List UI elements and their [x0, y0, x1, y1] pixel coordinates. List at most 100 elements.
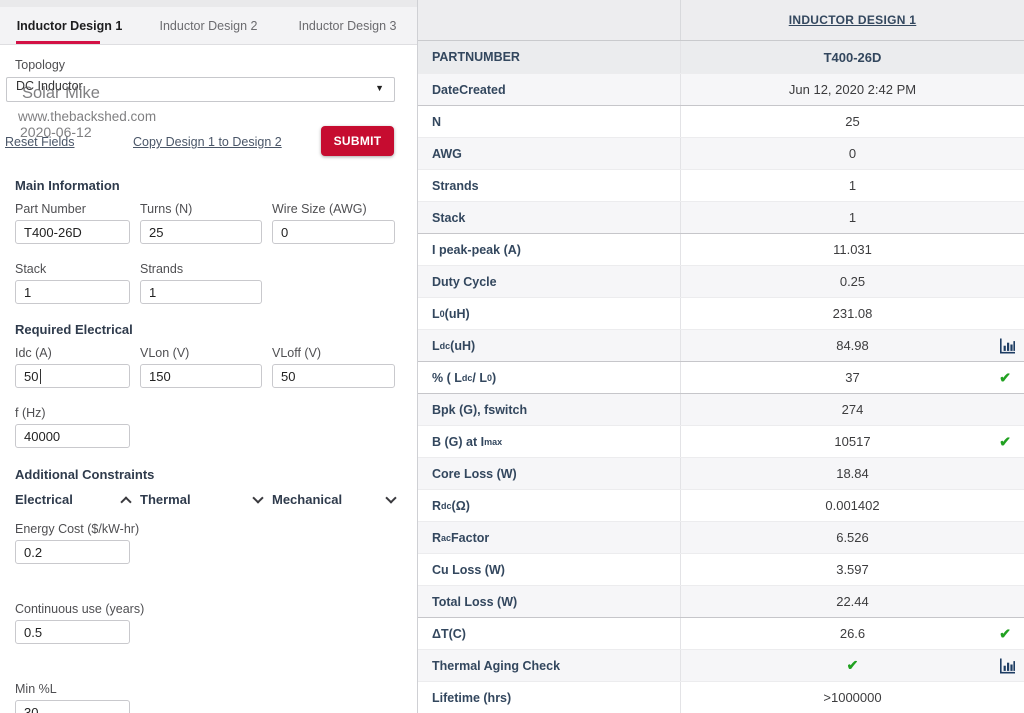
form-actions: Reset Fields Copy Design 1 to Design 2 S…	[5, 126, 394, 158]
dropdown-caret-icon: ▼	[375, 83, 384, 93]
turns-input[interactable]	[140, 220, 262, 244]
accordion-electrical-label: Electrical	[15, 492, 73, 507]
chevron-up-icon	[120, 495, 132, 508]
result-row-label: Total Loss (W)	[432, 594, 518, 609]
result-row-value-cell: 274	[680, 394, 1024, 425]
result-row-value: 26.6	[839, 626, 866, 641]
result-row-label: DateCreated	[432, 82, 506, 97]
vloff-label: VLoff (V)	[272, 346, 322, 360]
result-row-label: Cu Loss (W)	[432, 562, 505, 577]
result-row-value: 11.031	[833, 242, 872, 257]
result-row: Strands 1	[418, 169, 1024, 201]
vlon-input[interactable]	[140, 364, 262, 388]
field-energy-cost: Energy Cost ($/kW-hr)	[15, 522, 139, 564]
result-row-value-cell: 1	[680, 170, 1024, 201]
copy-design-link[interactable]: Copy Design 1 to Design 2	[133, 135, 282, 149]
result-row-value-cell: 3.597	[680, 554, 1024, 585]
frequency-input[interactable]	[15, 424, 130, 448]
result-row-value: T400-26D	[823, 49, 882, 65]
result-row-value: 37	[845, 370, 860, 385]
continuous-use-label: Continuous use (years)	[15, 602, 145, 616]
results-header-title-cell: INDUCTOR DESIGN 1	[680, 0, 1024, 40]
result-row-label: PARTNUMBER	[432, 50, 520, 64]
result-row-value: 1	[848, 178, 857, 193]
section-main-information: Main Information	[15, 178, 120, 193]
field-stack: Stack	[15, 262, 130, 304]
field-turns: Turns (N)	[140, 202, 262, 244]
result-row-value: 274	[841, 402, 864, 417]
result-row-value-cell: Jun 12, 2020 2:42 PM	[680, 74, 1024, 105]
tab-inductor-design-3[interactable]: Inductor Design 3	[278, 7, 417, 44]
result-row: Stack 1	[418, 201, 1024, 233]
energy-cost-input[interactable]	[15, 540, 130, 564]
idc-input[interactable]	[15, 364, 130, 388]
section-additional-constraints: Additional Constraints	[15, 467, 155, 482]
design-form: Topology DC Inductor ▼ Reset Fields Copy…	[0, 58, 417, 713]
result-row-value-cell: 1	[680, 202, 1024, 233]
bar-chart-icon[interactable]	[1000, 338, 1015, 353]
bar-chart-icon[interactable]	[1000, 658, 1015, 673]
field-part-number: Part Number	[15, 202, 130, 244]
result-row-label: AWG	[432, 146, 462, 161]
result-row-value: >1000000	[823, 690, 882, 705]
result-row-label: Stack	[432, 210, 466, 225]
result-row-value: 22.44	[836, 594, 869, 609]
check-icon: ✔	[846, 657, 859, 673]
chevron-down-icon	[252, 491, 264, 504]
accordion-mechanical[interactable]: Mechanical	[272, 491, 397, 507]
constraints-accordions: Electrical Thermal Mechanical	[15, 491, 397, 508]
tabs-top-strip	[0, 0, 417, 7]
accordion-mechanical-label: Mechanical	[272, 492, 343, 507]
result-row-value: 84.98	[836, 338, 869, 353]
topology-select[interactable]: DC Inductor ▼	[6, 77, 395, 102]
result-row-value-cell: 6.526	[680, 522, 1024, 553]
accordion-electrical[interactable]: Electrical	[15, 492, 132, 508]
result-row-value-cell: 22.44	[680, 586, 1024, 617]
result-row-label: Thermal Aging Check	[432, 658, 561, 673]
wire-size-input[interactable]	[272, 220, 395, 244]
stack-input[interactable]	[15, 280, 130, 304]
field-idc: Idc (A)	[15, 346, 130, 388]
accordion-thermal[interactable]: Thermal	[140, 491, 264, 507]
wire-size-label: Wire Size (AWG)	[272, 202, 367, 216]
result-row-value: 0	[848, 146, 857, 161]
result-row-label: ΔT(C)	[432, 626, 466, 641]
tab-label: Inductor Design 3	[298, 18, 397, 33]
result-row: Total Loss (W) 22.44	[418, 585, 1024, 617]
active-tab-underline	[16, 41, 100, 44]
continuous-use-input[interactable]	[15, 620, 130, 644]
inductor-design-1-header-link[interactable]: INDUCTOR DESIGN 1	[788, 13, 917, 27]
part-number-input[interactable]	[15, 220, 130, 244]
tab-inductor-design-2[interactable]: Inductor Design 2	[139, 7, 278, 44]
strands-input[interactable]	[140, 280, 262, 304]
tab-label: Inductor Design 1	[16, 18, 123, 33]
design-form-panel: Inductor Design 1 Inductor Design 2 Induct…	[0, 0, 418, 713]
result-row-label: N	[432, 114, 442, 129]
field-vlon: VLon (V)	[140, 346, 262, 388]
result-row: Lifetime (hrs) >1000000	[418, 681, 1024, 713]
result-row-label: Duty Cycle	[432, 274, 497, 289]
result-row-value-cell: ✔	[680, 650, 1024, 681]
accordion-thermal-label: Thermal	[140, 492, 191, 507]
result-row-value: 0.001402	[825, 498, 880, 513]
strands-label: Strands	[140, 262, 184, 276]
result-row: AWG 0	[418, 137, 1024, 169]
tab-inductor-design-1[interactable]: Inductor Design 1	[0, 7, 139, 44]
result-row-value: 10517	[834, 434, 871, 449]
result-row-value: 18.84	[836, 466, 869, 481]
result-row: Cu Loss (W) 3.597	[418, 553, 1024, 585]
min-pct-l-input[interactable]	[15, 700, 130, 713]
reset-fields-link[interactable]: Reset Fields	[5, 135, 75, 149]
result-row-value-cell: T400-26D	[680, 41, 1024, 73]
vloff-input[interactable]	[272, 364, 395, 388]
results-header-spacer	[418, 0, 680, 40]
check-icon: ✔	[999, 625, 1011, 641]
submit-button[interactable]: SUBMIT	[321, 126, 394, 156]
result-row-value-cell: 25	[680, 106, 1024, 137]
